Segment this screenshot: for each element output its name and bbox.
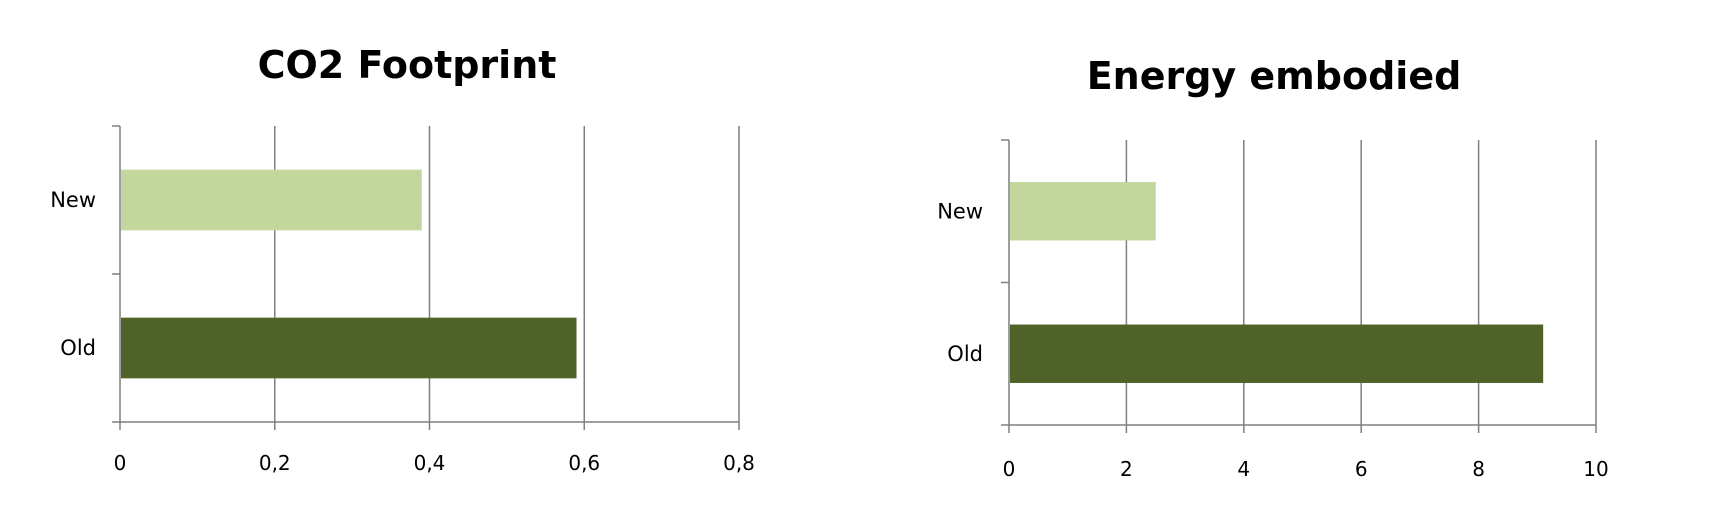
x-tick-label: 0,6	[568, 451, 600, 475]
co2-footprint-chart: CO2 Footprint 0 0,2 0,4 0,6 0,8 New Old	[50, 43, 755, 475]
chart-title: Energy embodied	[1087, 54, 1462, 98]
x-tick-label: 0,8	[723, 451, 755, 475]
bar-old	[121, 317, 577, 379]
bar-new	[121, 169, 422, 231]
category-label: Old	[60, 336, 96, 360]
x-tick-label: 6	[1355, 457, 1368, 481]
x-tick-label: 10	[1583, 457, 1608, 481]
chart-title: CO2 Footprint	[258, 43, 557, 87]
category-label: New	[937, 199, 983, 223]
category-label: New	[50, 188, 96, 212]
x-tick-label: 8	[1472, 457, 1485, 481]
x-tick-label: 0	[114, 451, 127, 475]
x-tick-label: 4	[1237, 457, 1250, 481]
x-tick-label: 0,4	[414, 451, 446, 475]
category-label: Old	[947, 342, 983, 366]
x-tick-label: 2	[1120, 457, 1133, 481]
x-tick-label: 0,2	[259, 451, 291, 475]
x-tick-label: 0	[1003, 457, 1016, 481]
energy-embodied-chart: Energy embodied 0 2 4 6 8 10 New Old	[937, 54, 1609, 481]
bar-new	[1010, 182, 1156, 241]
bar-old	[1010, 324, 1544, 383]
